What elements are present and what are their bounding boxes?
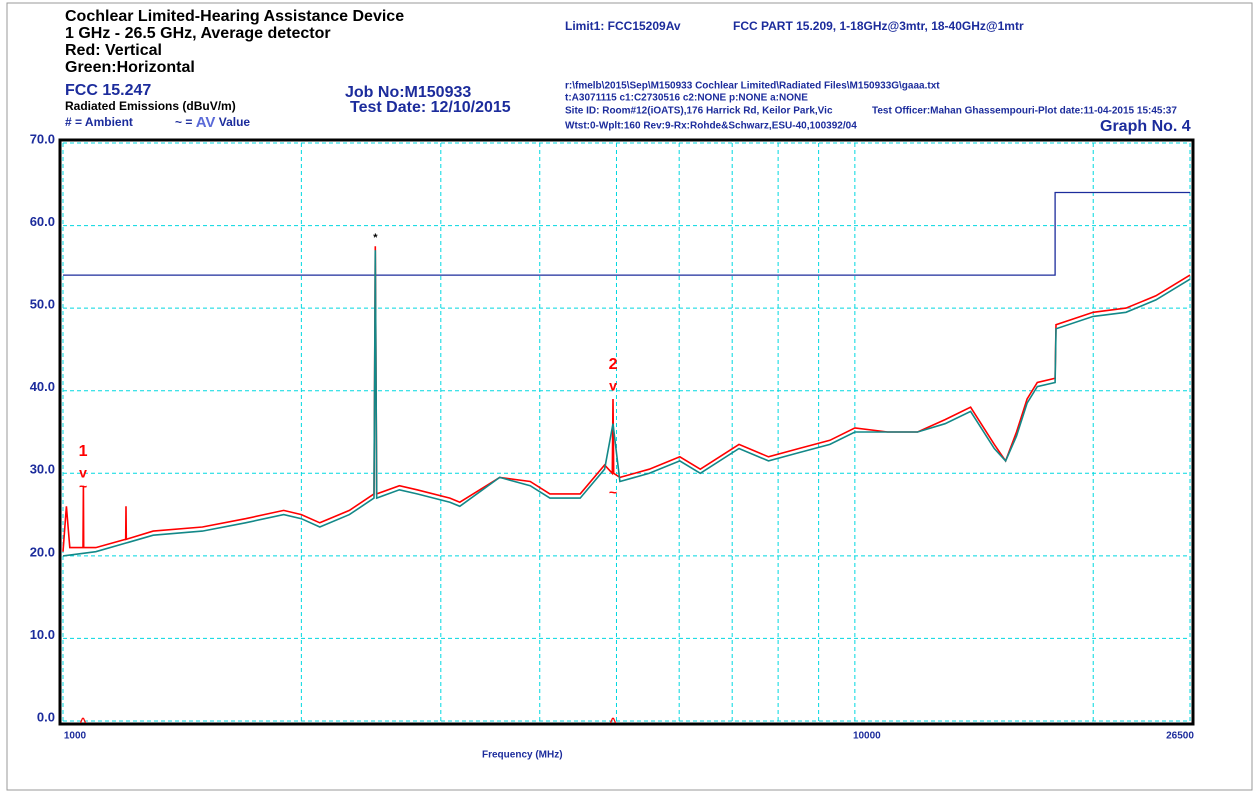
test-officer: Test Officer:Mahan Ghassempouri-Plot dat…: [872, 106, 1177, 117]
marker-av: ~: [79, 478, 87, 494]
plot-area: [63, 143, 1190, 721]
av-note: ~ = AV Value: [175, 114, 250, 131]
y-tick-label: 60.0: [30, 214, 55, 229]
legend-entry: Limit1: FCC15209Av: [565, 19, 681, 33]
ambient-note: # = Ambient: [65, 115, 133, 129]
marker-peak: v: [609, 378, 617, 394]
plot-frame: [58, 138, 1195, 726]
y-tick-label: 0.0: [37, 709, 55, 724]
test-date: Test Date: 12/10/2015: [350, 99, 511, 116]
y-axis-label: Radiated Emissions (dBuV/m): [65, 99, 236, 113]
info-line: Wtst:0-Wplt:160 Rev:9-Rx:Rohde&Schwarz,E…: [565, 121, 857, 132]
legend-entry: Red: Vertical: [65, 42, 162, 59]
x-axis-label: Frequency (MHz): [482, 750, 563, 761]
info-line: Site ID: Room#12(iOATS),176 Harrick Rd, …: [565, 106, 833, 117]
x-tick-label: 26500: [1166, 731, 1194, 742]
chart-subtitle: 1 GHz - 26.5 GHz, Average detector: [65, 25, 331, 42]
job-no: Job No:M150933: [345, 84, 471, 101]
chart-title: Cochlear Limited-Hearing Assistance Devi…: [65, 8, 404, 25]
limit-description: FCC PART 15.209, 1-18GHz@3mtr, 18-40GHz@…: [733, 19, 1024, 33]
marker-label: 1: [79, 443, 88, 460]
marker-peak: v: [79, 464, 87, 480]
x-tick-label: 1000: [64, 731, 87, 742]
y-tick-label: 70.0: [30, 131, 55, 146]
series-line: [63, 191, 1190, 276]
legend-entry: Green:Horizontal: [65, 59, 195, 76]
marker-av: ~: [609, 484, 617, 500]
y-tick-label: 20.0: [30, 544, 55, 559]
info-line: r:\fmelb\2015\Sep\M150933 Cochlear Limit…: [565, 81, 940, 92]
peak-note: *: [373, 232, 378, 244]
marker-foot: ^: [610, 715, 617, 729]
y-tick-label: 30.0: [30, 462, 55, 477]
y-tick-label: 50.0: [30, 297, 55, 312]
series-line: [62, 250, 1191, 557]
y-tick-label: 10.0: [30, 627, 55, 642]
standard: FCC 15.247: [65, 82, 151, 99]
marker-label: 2: [609, 356, 618, 373]
y-tick-label: 40.0: [30, 379, 55, 394]
x-tick-label: 10000: [853, 731, 881, 742]
info-line: t:A3071115 c1:C2730516 c2:NONE p:NONE a:…: [565, 93, 808, 104]
marker-foot: ^: [80, 715, 87, 729]
graph-no: Graph No. 4: [1100, 118, 1191, 135]
